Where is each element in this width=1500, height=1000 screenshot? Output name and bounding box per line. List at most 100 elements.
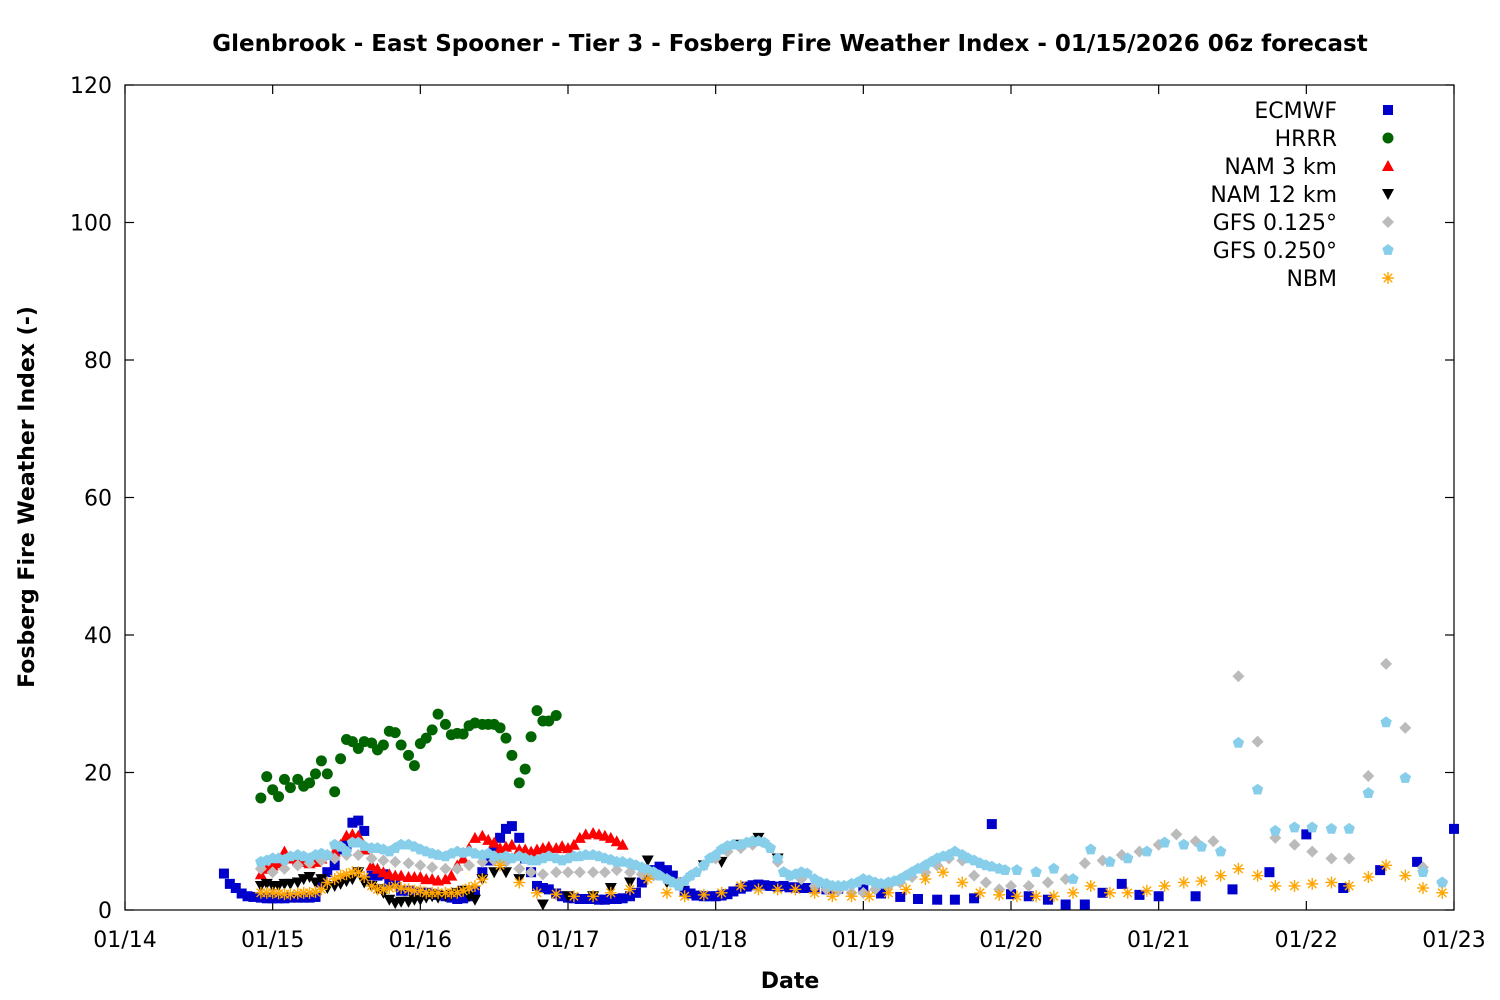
data-point [1380,716,1392,728]
data-point [900,883,913,896]
x-axis-label: Date [761,969,820,994]
data-point [826,890,839,903]
data-point [863,890,876,903]
data-point [594,894,605,905]
legend: ECMWF HRRR NAM 3 km NAM 12 km GFS 0.125° GFS … [1210,99,1394,292]
data-point [414,859,427,872]
data-point [531,705,543,717]
data-point [408,760,420,772]
data-point [321,768,333,780]
data-point [727,838,740,850]
legend-marker [1383,105,1393,115]
data-point [506,821,517,832]
data-point [710,891,721,902]
y-tick-label: 20 [84,762,112,787]
legend-label: NAM 12 km [1210,183,1337,208]
data-point [789,883,802,896]
x-tick-label: 01/16 [389,928,452,953]
data-point [661,865,672,876]
data-point [587,890,600,903]
data-point [506,749,518,761]
series-nbm [254,859,1449,903]
data-point [1177,876,1190,889]
data-point [611,894,622,904]
data-point [432,708,444,720]
data-point [255,792,267,804]
legend-marker [1382,160,1394,171]
data-point [377,883,390,896]
data-point [1362,787,1375,798]
series-hrrr [255,705,562,804]
data-point [389,727,401,739]
data-point [500,732,512,744]
data-point [1011,864,1023,875]
data-point [1078,857,1091,870]
data-point [377,739,389,751]
data-point [979,876,992,889]
data-point [598,866,611,879]
data-point [747,880,758,891]
y-tick-label: 60 [84,487,112,512]
data-point [458,893,469,904]
data-point [495,832,506,843]
data-point [1301,829,1312,840]
legend-marker [1382,189,1394,200]
x-tick-label: 01/23 [1422,928,1485,953]
data-point [784,882,795,893]
x-tick-label: 01/15 [241,928,304,953]
data-point [567,890,580,903]
data-point [1232,670,1245,683]
data-point [1325,876,1338,889]
data-point [513,862,526,875]
data-point [715,886,728,899]
data-point [1085,843,1097,855]
data-points [218,657,1459,911]
legend-label: GFS 0.125° [1213,211,1337,236]
data-point [1399,772,1411,783]
data-point [236,888,247,899]
data-point [315,755,327,767]
data-point [284,782,296,794]
data-point [500,823,511,834]
data-point [765,880,776,891]
data-point [808,886,821,899]
data-point [1449,823,1459,834]
data-point [1343,822,1355,834]
data-point [624,877,637,889]
data-point [573,866,586,879]
data-point [1121,886,1134,899]
legend-marker [1382,132,1394,144]
data-point [1436,876,1448,888]
data-point [1306,845,1319,858]
data-point [573,831,586,843]
data-point [882,886,895,899]
data-point [1207,835,1220,848]
data-point [1251,783,1264,795]
data-point [759,880,770,891]
data-point [315,874,328,886]
legend-label: NAM 3 km [1224,155,1337,180]
data-point [352,866,365,879]
data-point [1022,879,1035,892]
data-point [1133,845,1146,858]
data-point [574,894,585,904]
data-point [248,891,259,902]
data-point [722,889,733,900]
x-tick-label: 01/21 [1127,928,1190,953]
data-point [468,879,481,892]
data-point [365,852,378,865]
data-point [734,879,747,892]
data-point [625,891,636,902]
data-point [329,786,341,798]
data-point [1067,886,1080,899]
data-point [477,867,488,878]
data-point [291,859,304,872]
data-point [691,890,702,901]
data-point [359,825,370,836]
data-point [403,749,415,761]
data-point [956,876,969,889]
data-point [1023,891,1034,902]
data-point [604,831,617,843]
data-point [580,849,592,860]
data-point [1227,884,1238,895]
